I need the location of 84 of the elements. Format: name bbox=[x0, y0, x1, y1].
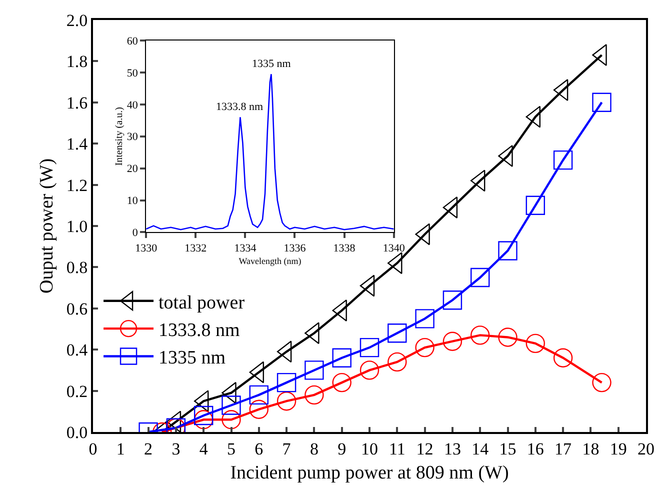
x-tick-label: 1332 bbox=[184, 242, 207, 254]
x-tick-label: 19 bbox=[610, 439, 627, 458]
point bbox=[222, 396, 241, 415]
point bbox=[332, 348, 352, 368]
y-tick-label: 60 bbox=[126, 35, 138, 48]
x-tick-label: 1 bbox=[116, 439, 125, 458]
y-tick-label: 50 bbox=[126, 67, 138, 80]
y-tick-label: 0 bbox=[132, 227, 138, 240]
x-tick-label: 7 bbox=[282, 439, 292, 458]
point bbox=[388, 324, 407, 343]
point bbox=[360, 338, 380, 358]
x-tick-label: 13 bbox=[444, 439, 461, 458]
x-tick-label: 2 bbox=[144, 439, 153, 458]
y-tick-label: 1.0 bbox=[66, 216, 88, 236]
point bbox=[388, 352, 407, 372]
x-tick-label: 10 bbox=[361, 439, 378, 458]
point bbox=[304, 360, 324, 380]
x-tick-label: 1338 bbox=[333, 242, 356, 254]
x-tick-label: 14 bbox=[472, 439, 490, 458]
y-tick-label: 0.0 bbox=[66, 422, 88, 442]
x-tick-label: 1334 bbox=[234, 242, 257, 254]
y-tick-label: 0.4 bbox=[66, 340, 88, 360]
point bbox=[553, 348, 573, 368]
point bbox=[442, 290, 462, 310]
y-axis-title: Intensity (a.u.) bbox=[114, 107, 125, 166]
x-tick-label: 12 bbox=[416, 439, 434, 458]
y-tick-label: 30 bbox=[126, 131, 138, 144]
x-tick-label: 20 bbox=[638, 439, 654, 458]
point bbox=[332, 372, 352, 392]
point bbox=[553, 150, 573, 170]
y-tick-label: 1.4 bbox=[66, 134, 88, 154]
legend-label: 1335 nm bbox=[158, 348, 226, 369]
point bbox=[470, 268, 490, 288]
point bbox=[194, 410, 214, 430]
y-tick-label: 10 bbox=[126, 195, 138, 208]
line-series bbox=[146, 73, 394, 230]
point bbox=[415, 309, 434, 328]
point bbox=[304, 385, 324, 405]
x-axis-title: Wavelength (nm) bbox=[238, 256, 302, 266]
y-axis-title: Ouput power (W) bbox=[36, 158, 58, 294]
point bbox=[194, 406, 214, 426]
x-tick-label: 6 bbox=[254, 439, 264, 458]
y-tick-label: 40 bbox=[126, 99, 138, 112]
point bbox=[498, 328, 518, 347]
point bbox=[360, 360, 380, 380]
y-tick-label: 20 bbox=[126, 163, 138, 176]
point bbox=[470, 326, 490, 345]
point bbox=[526, 196, 545, 215]
x-tick-label: 3 bbox=[172, 439, 180, 458]
x-tick-label: 1340 bbox=[382, 242, 406, 254]
point bbox=[498, 241, 518, 260]
x-tick-label: 4 bbox=[199, 439, 208, 458]
y-tick-label: 1.6 bbox=[66, 93, 88, 112]
point bbox=[415, 338, 434, 358]
legend-label: total power bbox=[158, 292, 246, 314]
x-tick-label: 1330 bbox=[135, 242, 158, 254]
y-tick-label: 2.0 bbox=[66, 10, 88, 30]
point bbox=[249, 385, 268, 405]
point bbox=[526, 334, 545, 354]
legend-label: 1333.8 nm bbox=[158, 320, 240, 341]
y-tick-label: 0.8 bbox=[66, 258, 88, 278]
point bbox=[592, 372, 612, 392]
point bbox=[276, 392, 296, 411]
x-tick-label: 5 bbox=[227, 439, 236, 458]
x-tick-label: 11 bbox=[388, 439, 406, 458]
y-tick-label: 1.2 bbox=[66, 176, 88, 195]
point bbox=[249, 400, 268, 419]
x-tick-label: 16 bbox=[526, 439, 544, 458]
y-tick-label: 0.6 bbox=[66, 299, 88, 318]
x-tick-label: 1336 bbox=[284, 242, 306, 254]
x-tick-label: 17 bbox=[554, 439, 572, 458]
x-axis-title: Incident pump power at 809 nm (W) bbox=[230, 462, 509, 484]
point bbox=[222, 410, 241, 430]
y-tick-label: 0.2 bbox=[66, 382, 88, 401]
y-tick-label: 1.8 bbox=[66, 52, 88, 72]
annotation: 1333.8 nm bbox=[216, 101, 264, 113]
x-tick-label: 15 bbox=[499, 439, 516, 458]
annotation: 1335 nm bbox=[252, 58, 292, 70]
point bbox=[442, 332, 462, 351]
x-tick-label: 9 bbox=[338, 439, 346, 458]
x-tick-label: 18 bbox=[582, 439, 600, 458]
x-tick-label: 8 bbox=[310, 439, 318, 458]
point bbox=[276, 372, 296, 392]
point bbox=[592, 92, 612, 112]
